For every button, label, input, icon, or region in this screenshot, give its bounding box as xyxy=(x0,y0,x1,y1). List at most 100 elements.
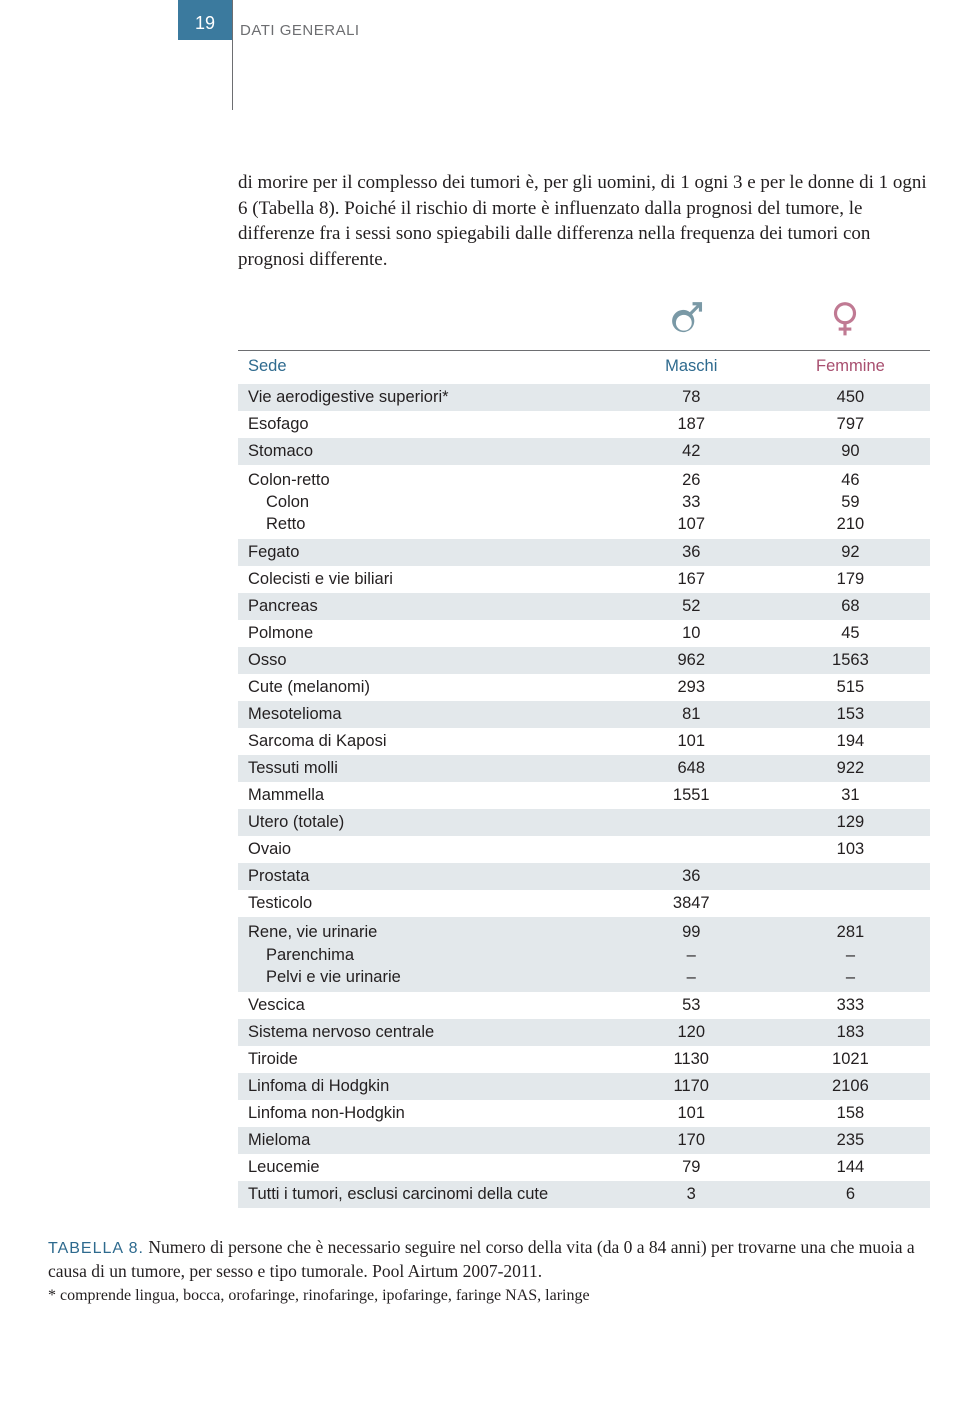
cell-maschi: 36 xyxy=(612,539,771,566)
table-row: Colon-rettoColonRetto26331074659210 xyxy=(238,465,930,540)
table-row: Vie aerodigestive superiori*78450 xyxy=(238,384,930,411)
table-caption: TABELLA 8. Numero di persone che è neces… xyxy=(48,1236,930,1283)
cell-femmine: 1563 xyxy=(771,647,930,674)
cell-maschi: 1551 xyxy=(612,782,771,809)
cell-maschi xyxy=(612,836,771,863)
cell-maschi: 2633107 xyxy=(612,465,771,540)
cell-femmine: 183 xyxy=(771,1019,930,1046)
cell-femmine: 92 xyxy=(771,539,930,566)
cell-maschi: 78 xyxy=(612,384,771,411)
header-divider xyxy=(232,0,233,110)
cell-maschi: 1130 xyxy=(612,1046,771,1073)
cell-femmine: 31 xyxy=(771,782,930,809)
table-row: Osso9621563 xyxy=(238,647,930,674)
cell-label: Cute (melanomi) xyxy=(238,674,612,701)
table-row: Tessuti molli648922 xyxy=(238,755,930,782)
table-row: Rene, vie urinarieParenchimaPelvi e vie … xyxy=(238,917,930,992)
cell-femmine: 103 xyxy=(771,836,930,863)
table-row: Utero (totale) 129 xyxy=(238,809,930,836)
cell-maschi: 170 xyxy=(612,1127,771,1154)
cell-maschi: 293 xyxy=(612,674,771,701)
table-row: Prostata36 xyxy=(238,863,930,890)
cell-maschi: 167 xyxy=(612,566,771,593)
cell-maschi: 101 xyxy=(612,1100,771,1127)
cell-label: Leucemie xyxy=(238,1154,612,1181)
cell-femmine: 6 xyxy=(771,1181,930,1208)
cell-femmine: 194 xyxy=(771,728,930,755)
table-row: Leucemie79144 xyxy=(238,1154,930,1181)
table-row: Linfoma non-Hodgkin101158 xyxy=(238,1100,930,1127)
cell-maschi: 962 xyxy=(612,647,771,674)
cell-femmine: 235 xyxy=(771,1127,930,1154)
cell-femmine: 515 xyxy=(771,674,930,701)
cell-femmine xyxy=(771,863,930,890)
cell-maschi: 79 xyxy=(612,1154,771,1181)
cell-maschi: 3847 xyxy=(612,890,771,917)
cell-label: Colecisti e vie biliari xyxy=(238,566,612,593)
cell-femmine: 153 xyxy=(771,701,930,728)
cell-femmine: 158 xyxy=(771,1100,930,1127)
cell-maschi xyxy=(612,809,771,836)
cell-maschi: 53 xyxy=(612,992,771,1019)
table-row: Testicolo3847 xyxy=(238,890,930,917)
table-row: Cute (melanomi)293515 xyxy=(238,674,930,701)
cell-maschi: 648 xyxy=(612,755,771,782)
intro-paragraph: di morire per il complesso dei tumori è,… xyxy=(238,170,930,273)
cell-label: Esofago xyxy=(238,411,612,438)
page-header: 19 DATI GENERALI xyxy=(0,0,960,60)
col-header-maschi: Maschi xyxy=(612,350,771,384)
cell-maschi: 1170 xyxy=(612,1073,771,1100)
cell-label: Testicolo xyxy=(238,890,612,917)
table-row: Sarcoma di Kaposi101194 xyxy=(238,728,930,755)
table-row: Sistema nervoso centrale120183 xyxy=(238,1019,930,1046)
table-row: Mieloma170235 xyxy=(238,1127,930,1154)
cell-maschi: 99–– xyxy=(612,917,771,992)
page-number-tab: 19 xyxy=(178,0,232,40)
table-row: Esofago187797 xyxy=(238,411,930,438)
table-row: Fegato3692 xyxy=(238,539,930,566)
cell-label: Fegato xyxy=(238,539,612,566)
table-row: Tiroide11301021 xyxy=(238,1046,930,1073)
cell-label: Tutti i tumori, esclusi carcinomi della … xyxy=(238,1181,612,1208)
table-row: Mesotelioma81153 xyxy=(238,701,930,728)
caption-text: Numero di persone che è necessario segui… xyxy=(48,1237,915,1281)
table-footnote: * comprende lingua, bocca, orofaringe, r… xyxy=(48,1285,930,1307)
cell-label: Vie aerodigestive superiori* xyxy=(238,384,612,411)
col-header-sede: Sede xyxy=(238,350,612,384)
cell-femmine: 90 xyxy=(771,438,930,465)
cell-femmine: 129 xyxy=(771,809,930,836)
cell-maschi: 120 xyxy=(612,1019,771,1046)
table-row: Ovaio 103 xyxy=(238,836,930,863)
cell-maschi: 101 xyxy=(612,728,771,755)
table-row: Vescica53333 xyxy=(238,992,930,1019)
table-row: Stomaco4290 xyxy=(238,438,930,465)
cell-label: Sarcoma di Kaposi xyxy=(238,728,612,755)
table-row: Linfoma di Hodgkin11702106 xyxy=(238,1073,930,1100)
cell-label: Ovaio xyxy=(238,836,612,863)
cell-label: Mesotelioma xyxy=(238,701,612,728)
gender-icon-row xyxy=(238,299,930,342)
caption-tag: TABELLA 8. xyxy=(48,1240,144,1257)
cell-label: Utero (totale) xyxy=(238,809,612,836)
cell-label: Mammella xyxy=(238,782,612,809)
male-icon xyxy=(668,299,706,337)
cell-maschi: 81 xyxy=(612,701,771,728)
cell-label: Tiroide xyxy=(238,1046,612,1073)
cell-femmine: 144 xyxy=(771,1154,930,1181)
cell-label: Vescica xyxy=(238,992,612,1019)
cell-label: Prostata xyxy=(238,863,612,890)
col-header-femmine: Femmine xyxy=(771,350,930,384)
cell-femmine: 68 xyxy=(771,593,930,620)
cell-maschi: 52 xyxy=(612,593,771,620)
table-row: Polmone1045 xyxy=(238,620,930,647)
cell-femmine: 4659210 xyxy=(771,465,930,540)
cell-label: Osso xyxy=(238,647,612,674)
table-row: Colecisti e vie biliari167179 xyxy=(238,566,930,593)
section-label: DATI GENERALI xyxy=(240,22,360,39)
cell-femmine: 179 xyxy=(771,566,930,593)
cell-label: Stomaco xyxy=(238,438,612,465)
female-icon xyxy=(826,299,864,337)
cell-femmine: 2106 xyxy=(771,1073,930,1100)
page-number: 19 xyxy=(195,13,215,34)
cell-label: Colon-rettoColonRetto xyxy=(238,465,612,540)
